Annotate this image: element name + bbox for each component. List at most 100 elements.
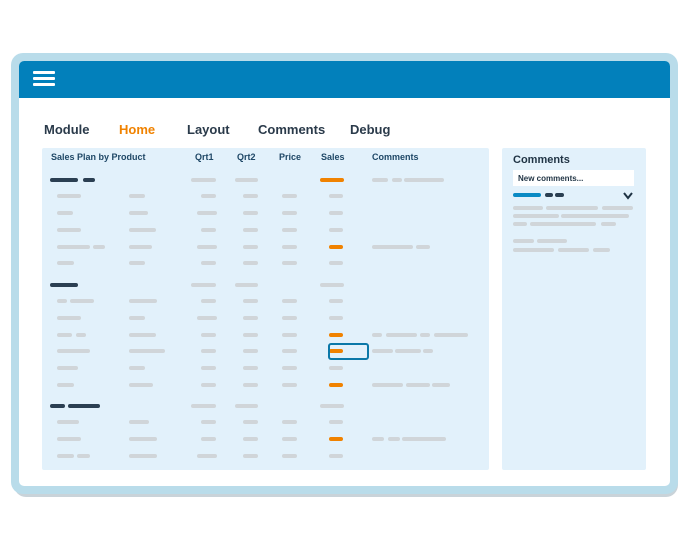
placeholder-bar bbox=[50, 178, 78, 182]
placeholder-bar bbox=[545, 193, 553, 197]
placeholder-bar bbox=[372, 333, 382, 337]
placeholder-bar bbox=[513, 193, 541, 197]
placeholder-bar bbox=[243, 316, 258, 320]
placeholder-bar bbox=[434, 333, 468, 337]
placeholder-bar bbox=[513, 214, 559, 218]
placeholder-bar bbox=[329, 454, 343, 458]
placeholder-bar bbox=[558, 248, 589, 252]
placeholder-bar bbox=[129, 383, 153, 387]
placeholder-bar bbox=[555, 193, 564, 197]
placeholder-bar bbox=[129, 420, 149, 424]
placeholder-bar bbox=[561, 214, 629, 218]
placeholder-bar bbox=[197, 245, 217, 249]
placeholder-bar bbox=[83, 178, 95, 182]
placeholder-bar bbox=[513, 239, 534, 243]
placeholder-bar bbox=[201, 383, 216, 387]
tab-comments[interactable]: Comments bbox=[258, 122, 326, 137]
placeholder-bar bbox=[57, 366, 78, 370]
new-comment-input[interactable] bbox=[513, 170, 634, 186]
placeholder-bar bbox=[57, 299, 67, 303]
placeholder-bar bbox=[423, 349, 433, 353]
placeholder-bar bbox=[129, 299, 157, 303]
placeholder-bar bbox=[129, 211, 148, 215]
placeholder-bar bbox=[513, 222, 527, 226]
placeholder-bar bbox=[372, 178, 388, 182]
placeholder-bar bbox=[513, 206, 543, 210]
placeholder-bar bbox=[329, 349, 343, 353]
placeholder-bar bbox=[191, 404, 216, 408]
placeholder-bar bbox=[530, 222, 596, 226]
placeholder-bar bbox=[404, 178, 444, 182]
placeholder-bar bbox=[282, 211, 297, 215]
chevron-down-icon[interactable] bbox=[622, 191, 634, 201]
placeholder-bar bbox=[546, 206, 598, 210]
column-header-qrt2: Qrt2 bbox=[237, 152, 256, 162]
placeholder-bar bbox=[537, 239, 567, 243]
placeholder-bar bbox=[602, 206, 633, 210]
placeholder-bar bbox=[129, 228, 156, 232]
placeholder-bar bbox=[235, 404, 258, 408]
placeholder-bar bbox=[329, 299, 343, 303]
device-frame: Module Home Layout Comments Debug Sales … bbox=[11, 53, 678, 494]
column-header-sales: Sales bbox=[321, 152, 345, 162]
placeholder-bar bbox=[129, 194, 145, 198]
placeholder-bar bbox=[57, 194, 81, 198]
placeholder-bar bbox=[320, 283, 344, 287]
placeholder-bar bbox=[282, 383, 297, 387]
placeholder-bar bbox=[191, 283, 216, 287]
placeholder-bar bbox=[601, 222, 616, 226]
placeholder-bar bbox=[201, 420, 216, 424]
placeholder-bar bbox=[129, 349, 165, 353]
tab-module[interactable]: Module bbox=[44, 122, 90, 137]
placeholder-bar bbox=[406, 383, 430, 387]
top-bar bbox=[19, 61, 670, 98]
placeholder-bar bbox=[243, 261, 258, 265]
placeholder-bar bbox=[70, 299, 94, 303]
placeholder-bar bbox=[329, 333, 343, 337]
placeholder-bar bbox=[201, 261, 216, 265]
placeholder-bar bbox=[420, 333, 430, 337]
placeholder-bar bbox=[191, 178, 216, 182]
placeholder-bar bbox=[282, 437, 297, 441]
placeholder-bar bbox=[329, 420, 343, 424]
placeholder-bar bbox=[386, 333, 417, 337]
placeholder-bar bbox=[243, 383, 258, 387]
placeholder-bar bbox=[282, 228, 297, 232]
placeholder-bar bbox=[320, 178, 344, 182]
placeholder-bar bbox=[372, 349, 393, 353]
placeholder-bar bbox=[57, 211, 73, 215]
placeholder-bar bbox=[329, 437, 343, 441]
placeholder-bar bbox=[197, 211, 217, 215]
placeholder-bar bbox=[329, 366, 343, 370]
placeholder-bar bbox=[243, 454, 258, 458]
placeholder-bar bbox=[282, 333, 297, 337]
placeholder-bar bbox=[129, 454, 157, 458]
placeholder-bar bbox=[243, 194, 258, 198]
tab-debug[interactable]: Debug bbox=[350, 122, 391, 137]
placeholder-bar bbox=[282, 299, 297, 303]
placeholder-bar bbox=[243, 299, 258, 303]
placeholder-bar bbox=[201, 228, 216, 232]
placeholder-bar bbox=[416, 245, 430, 249]
placeholder-bar bbox=[282, 366, 297, 370]
selected-sales-cell[interactable] bbox=[328, 343, 369, 360]
placeholder-bar bbox=[243, 366, 258, 370]
placeholder-bar bbox=[68, 404, 100, 408]
sales-plan-table: Sales Plan by Product Qrt1 Qrt2 Price Sa… bbox=[42, 148, 489, 470]
placeholder-bar bbox=[388, 437, 400, 441]
tab-home[interactable]: Home bbox=[119, 122, 156, 137]
placeholder-bar bbox=[197, 316, 217, 320]
placeholder-bar bbox=[50, 283, 78, 287]
placeholder-bar bbox=[201, 437, 216, 441]
placeholder-bar bbox=[129, 366, 145, 370]
placeholder-bar bbox=[372, 245, 413, 249]
placeholder-bar bbox=[243, 245, 258, 249]
hamburger-menu-icon[interactable] bbox=[33, 70, 55, 88]
placeholder-bar bbox=[57, 261, 74, 265]
placeholder-bar bbox=[77, 454, 90, 458]
placeholder-bar bbox=[513, 248, 554, 252]
app-window: Module Home Layout Comments Debug Sales … bbox=[19, 61, 670, 486]
tab-layout[interactable]: Layout bbox=[187, 122, 230, 137]
placeholder-bar bbox=[243, 437, 258, 441]
placeholder-bar bbox=[329, 383, 343, 387]
